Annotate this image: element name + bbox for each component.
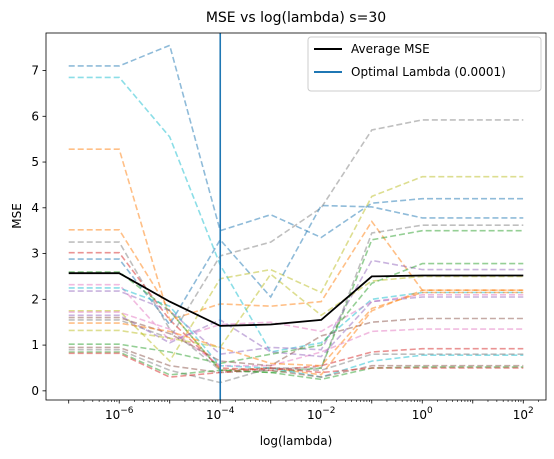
series-line-8 [68,251,524,372]
y-tick-label: 6 [31,109,39,123]
legend-optimal-lambda-label: Optimal Lambda (0.0001) [351,65,506,79]
series-line-1 [68,44,524,239]
y-tick-label: 1 [31,338,39,352]
series-line-10 [68,229,524,374]
series-line-17 [68,291,524,367]
y-axis: 0 1 2 3 4 5 6 7 [31,64,46,398]
series-line-2 [68,76,524,353]
x-tick-label: 10−4 [206,406,235,422]
x-tick-label: 102 [513,406,534,422]
series-line-11 [68,283,524,342]
y-tick-label: 7 [31,64,39,78]
series-line-20 [68,346,524,378]
x-axis: 10−6 10−4 10−2 100 102 [68,400,539,422]
series-line-5 [68,175,524,363]
x-tick-label: 100 [412,406,433,422]
y-tick-label: 2 [31,292,39,306]
series-line-15 [68,296,524,358]
y-tick-label: 0 [31,384,39,398]
average-mse-line [68,272,524,327]
y-axis-label: MSE [10,203,24,229]
series-line-18 [68,273,524,349]
legend-box [307,36,542,92]
x-axis-label: log(lambda) [260,434,333,448]
y-tick-label: 5 [31,155,39,169]
legend: Average MSE Optimal Lambda (0.0001) [307,36,542,92]
plot-frame [45,32,547,401]
legend-average-label: Average MSE [351,42,430,56]
average-layer [68,272,524,327]
series-line-6 [68,229,524,376]
x-tick-label: 10−2 [307,406,336,422]
series-line-19 [68,262,524,365]
series-line-21 [68,348,524,384]
x-tick-label: 10−6 [105,406,134,422]
series-line-14 [68,311,524,367]
chart-title: MSE vs log(lambda) s=30 [206,10,386,26]
y-tick-label: 3 [31,247,39,261]
series-line-4 [68,119,524,340]
series-line-16 [68,316,524,367]
y-tick-label: 4 [31,201,39,215]
series-line-12 [68,287,524,378]
series-layer [68,44,524,384]
series-line-13 [68,259,524,356]
